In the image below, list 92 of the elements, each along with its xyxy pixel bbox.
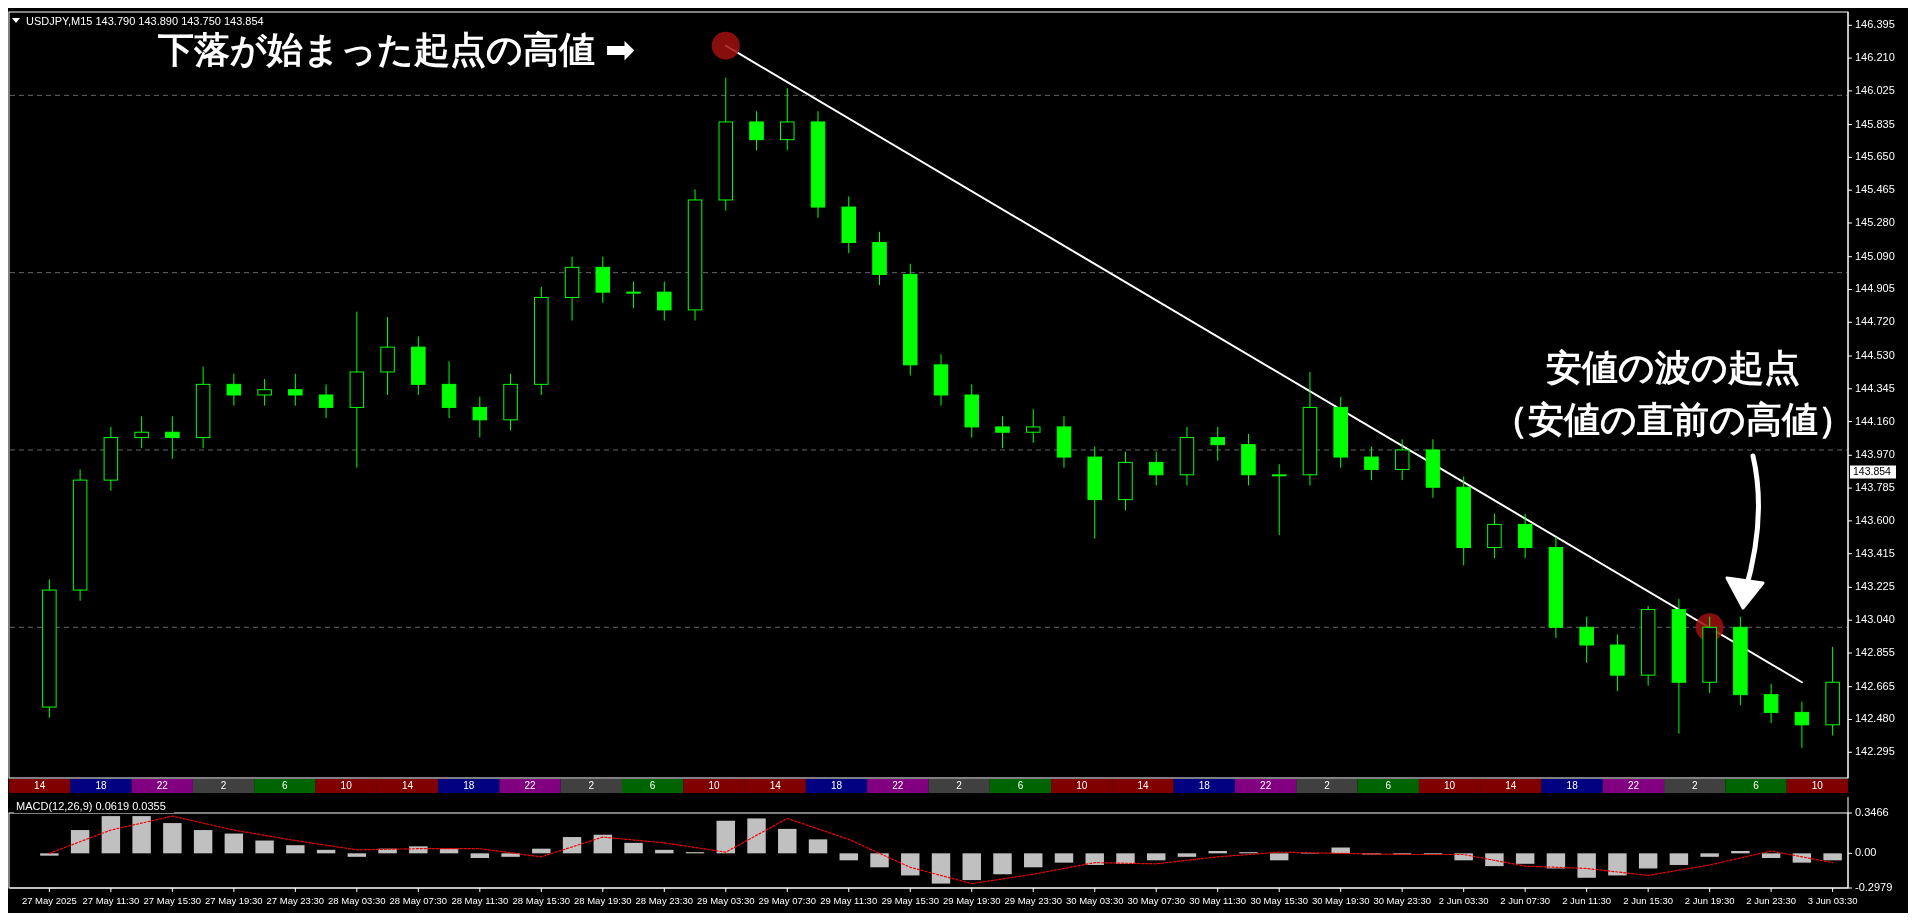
x-tick-label: 30 May 23:30 [1373,895,1431,906]
x-tick-label: 28 May 03:30 [328,895,386,906]
data-label: 10 [340,779,353,791]
data-label: 6 [1753,779,1760,791]
chart-title: USDJPY,M15 143.790 143.890 143.750 143.854 [26,15,264,27]
annotation: 下落が始まった起点の高値 ➡ [158,29,636,70]
y-tick-label: 143.970 [1855,448,1895,461]
x-tick-label: 29 May 15:30 [881,895,940,906]
data-label: 18 [1566,779,1579,791]
y-tick-label: 146.395 [1855,18,1895,31]
y-tick-label: 143.785 [1855,481,1895,493]
data-label: 6 [649,779,656,791]
x-tick-label: 30 May 11:30 [1189,895,1247,906]
data-label: 14 [34,779,46,791]
y-tick-label: -0.2979 [1855,880,1893,893]
data-label: 14 [1137,779,1150,791]
x-tick-label: 30 May 19:30 [1311,895,1370,906]
x-tick-label: 28 May 11:30 [451,895,509,906]
y-tick-label: 143.225 [1855,580,1895,593]
x-tick-label: 28 May 15:30 [512,895,571,906]
x-tick-label: 28 May 23:30 [635,895,694,906]
data-label: 22 [892,779,904,791]
data-label: 10 [1811,779,1824,791]
data-label: 2 [1324,779,1331,791]
x-tick-label: 29 May 11:30 [820,895,878,906]
x-tick-label: 2 Jun 19:30 [1684,895,1735,906]
y-tick-label: 142.665 [1855,679,1895,692]
y-tick-label: 144.530 [1855,348,1895,361]
data-label: 14 [401,779,414,791]
x-tick-label: 30 May 15:30 [1250,895,1308,906]
y-tick-label: 145.465 [1855,183,1895,196]
y-tick-label: 144.720 [1855,315,1895,328]
x-tick-label: 2 Jun 11:30 [1562,895,1612,906]
x-tick-label: 28 May 07:30 [389,895,448,906]
y-tick-label: 143.415 [1855,546,1895,559]
x-tick-label: 29 May 03:30 [696,895,755,906]
data-label: 10 [1443,779,1456,791]
y-tick-label: 143.600 [1855,513,1895,526]
data-label: 18 [1198,779,1211,791]
chart-title: MACD(12,26,9) 0.0619 0.0355 [16,800,166,812]
data-label: 2 [1691,779,1698,791]
y-tick-label: 143.040 [1855,613,1895,626]
x-tick-label: 29 May 19:30 [942,895,1001,906]
data-label: 18 [95,779,107,791]
x-tick-label: 27 May 2025 [21,895,77,906]
y-tick-label: 146.210 [1855,51,1895,64]
y-tick-label: 0.00 [1855,846,1877,859]
x-tick-label: 27 May 23:30 [266,895,325,906]
data-label: 18 [463,779,475,791]
x-tick-label: 27 May 19:30 [205,895,263,906]
x-tick-label: 2 Jun 03:30 [1438,895,1489,906]
y-tick-label: 0.3466 [1855,805,1889,818]
x-tick-label: 28 May 19:30 [574,895,632,906]
data-label: 6 [1017,779,1024,791]
annotation: （安値の直前の高値） [1492,399,1854,440]
x-tick-label: 27 May 11:30 [82,895,140,906]
y-tick-label: 145.280 [1855,215,1895,228]
data-label: 22 [1260,779,1272,791]
x-tick-label: 30 May 07:30 [1127,895,1186,906]
y-tick-label: 144.160 [1855,414,1895,427]
y-tick-label: 146.025 [1855,83,1895,96]
x-tick-label: 29 May 23:30 [1004,895,1063,906]
x-tick-label: 30 May 03:30 [1065,895,1124,906]
data-label: 22 [1627,779,1640,791]
data-label: 18 [830,779,843,791]
data-label: 2 [588,779,595,791]
data-label: 10 [708,779,720,791]
x-tick-label: 27 May 15:30 [143,895,202,906]
data-label: 6 [1385,779,1392,791]
data-label: 22 [524,779,537,791]
y-tick-label: 142.295 [1855,745,1895,758]
y-tick-label: 145.090 [1855,249,1895,262]
x-tick-label: 2 Jun 07:30 [1500,895,1550,906]
data-label: 6 [282,779,289,791]
data-label: 14 [1505,779,1517,791]
y-tick-label: 142.855 [1855,645,1895,658]
data-label: 14 [769,779,782,791]
y-tick-label: 145.650 [1855,150,1895,163]
x-tick-label: 29 May 07:30 [758,895,817,906]
annotation: 安値の波の起点 [1546,347,1800,388]
y-tick-label: 142.480 [1855,712,1895,725]
data-label: 22 [156,779,169,791]
y-tick-label: 145.835 [1855,117,1895,130]
data-label: 2 [220,779,227,791]
x-tick-label: 2 Jun 15:30 [1623,895,1673,906]
y-tick-label: 144.905 [1855,282,1895,295]
data-label: 2 [956,779,963,791]
x-tick-label: 3 Jun 03:30 [1807,895,1858,906]
data-label: 10 [1076,779,1088,791]
x-tick-label: 2 Jun 23:30 [1746,895,1796,906]
text: 143.854 [1853,464,1892,477]
y-tick-label: 144.345 [1855,381,1895,394]
